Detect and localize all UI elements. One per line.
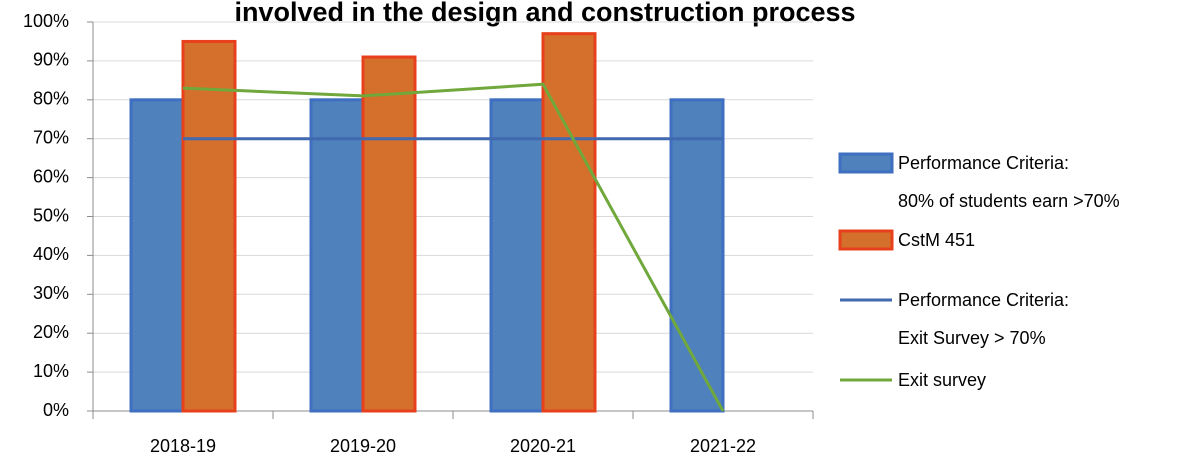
bar [309, 98, 365, 413]
y-tick-label: 80% [33, 89, 69, 109]
x-tick-label: 2021-22 [690, 436, 756, 456]
bar [541, 32, 597, 413]
y-tick-label: 0% [43, 400, 69, 420]
line [182, 82, 725, 412]
legend-swatch [838, 229, 894, 251]
bar [669, 98, 725, 413]
x-tick-label: 2019-20 [330, 436, 396, 456]
bar [361, 55, 417, 413]
bar [181, 39, 237, 413]
chart-title: involved in the design and construction … [234, 0, 855, 27]
y-tick-label: 50% [33, 205, 69, 225]
y-tick-label: 70% [33, 127, 69, 147]
y-tick-label: 100% [23, 11, 69, 31]
legend-label: Performance Criteria: Exit Survey > 70% [898, 290, 1070, 348]
y-tick-label: 90% [33, 50, 69, 70]
bar [489, 98, 545, 413]
legend-swatch [838, 152, 894, 174]
legend-label: Exit survey [898, 370, 987, 390]
x-tick-label: 2020-21 [510, 436, 576, 456]
y-tick-label: 20% [33, 322, 69, 342]
y-tick-label: 60% [33, 166, 69, 186]
y-tick-label: 40% [33, 244, 69, 264]
legend-label: Performance Criteria: 80% of students ea… [898, 153, 1120, 211]
y-tick-label: 30% [33, 283, 69, 303]
bar [129, 98, 185, 413]
x-tick-label: 2018-19 [150, 436, 216, 456]
y-tick-label: 10% [33, 361, 69, 381]
legend-label: CstM 451 [898, 230, 976, 250]
